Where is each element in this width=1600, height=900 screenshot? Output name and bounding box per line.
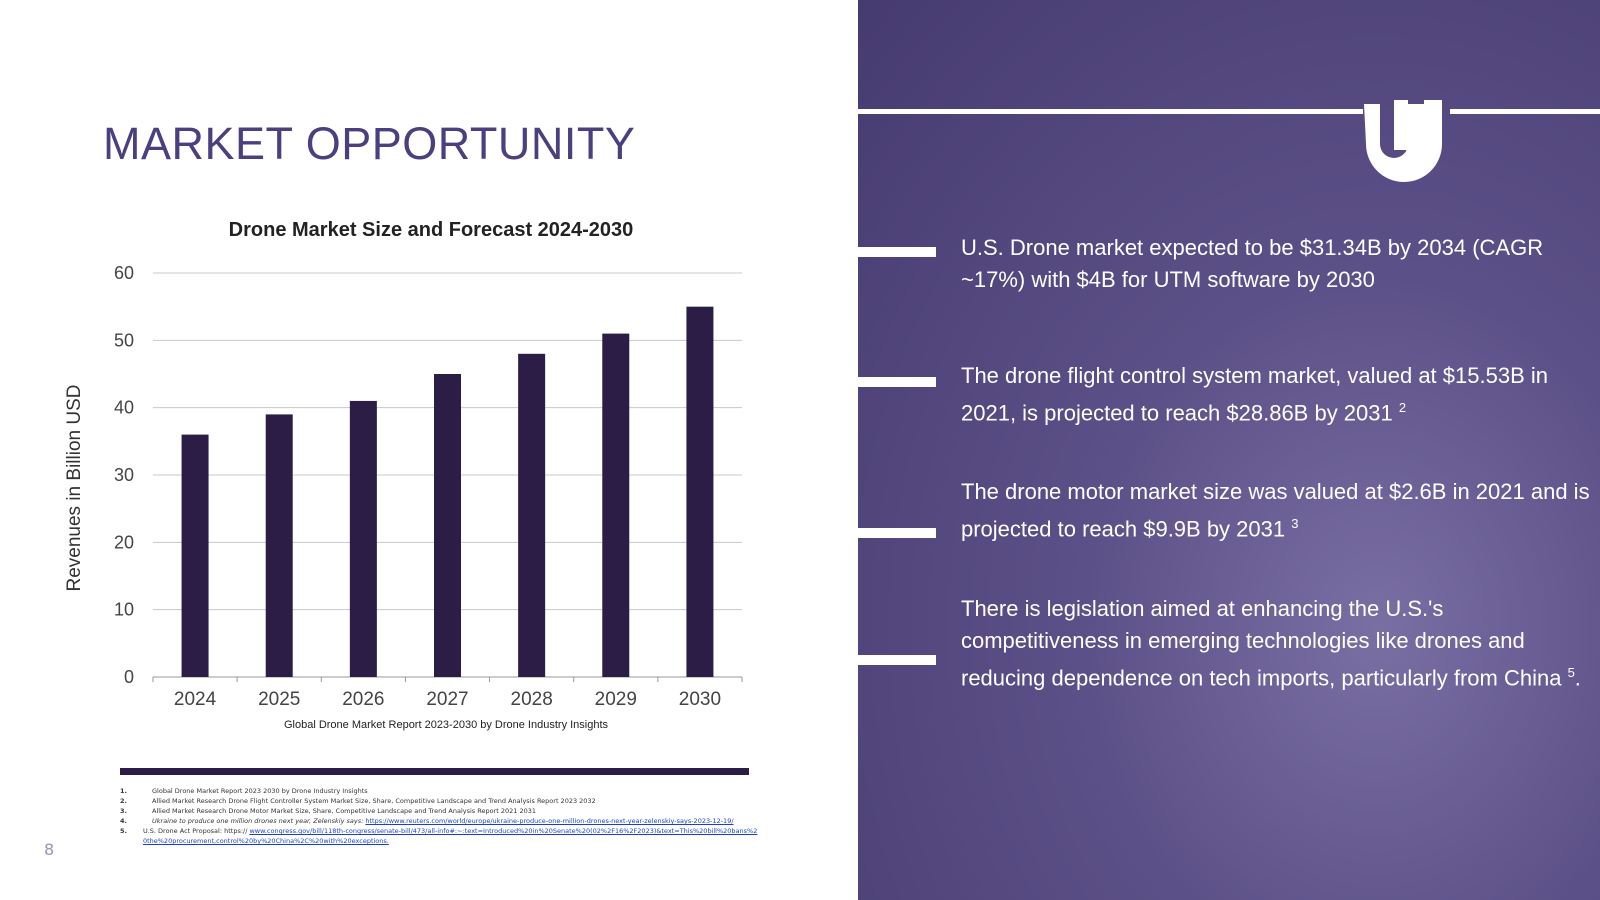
x-tick-label: 2025	[258, 689, 300, 710]
bar	[349, 400, 377, 677]
footnote-link[interactable]: https://www.reuters.com/world/europe/ukr…	[365, 817, 734, 825]
bar	[518, 353, 546, 677]
bullet-tail: .	[1574, 665, 1581, 691]
bar	[602, 333, 630, 677]
footnote-body: U.S. Drone Act Proposal: https://	[142, 827, 248, 835]
footnote-text: Allied Market Research Drone Motor Marke…	[152, 806, 536, 816]
bullet-marker	[858, 377, 936, 387]
footnotes: 1. Global Drone Market Report 2023 2030 b…	[120, 786, 760, 846]
image-panel	[858, 0, 1600, 900]
footnote-number: 1.	[120, 787, 127, 795]
footnote: 5. U.S. Drone Act Proposal: https:// www.…	[120, 826, 760, 846]
x-tick-label: 2029	[595, 689, 637, 710]
header-graphic	[858, 100, 1600, 182]
footnote: 3. Allied Market Research Drone Motor Mar…	[120, 806, 760, 816]
footnote-ref: 2	[1398, 400, 1407, 415]
footnote-ref: 3	[1291, 516, 1299, 531]
chart: Drone Market Size and Forecast 2024-2030…	[64, 219, 743, 731]
y-tick-label: 40	[114, 398, 134, 418]
y-tick-label: 20	[114, 532, 134, 552]
page-number: 8	[44, 840, 55, 859]
bullet-text: The drone motor market size was valued a…	[961, 479, 1590, 542]
footnote-body: Allied Market Research Drone Motor Marke…	[152, 807, 537, 815]
footnote-text: Global Drone Market Report 2023 2030 by …	[152, 786, 368, 796]
footnote-link[interactable]: www.congress.gov/bill/118th-congress/sen…	[142, 827, 758, 845]
y-axis-label: Revenues in Billion USD	[64, 385, 85, 592]
footnote-body: Global Drone Market Report 2023 2030 by …	[152, 787, 368, 795]
bullet-text: The drone flight control system market, …	[961, 363, 1548, 426]
footnote-number: 4.	[120, 817, 127, 825]
bullet-marker	[858, 655, 936, 665]
bullet: The drone motor market size was valued a…	[961, 476, 1591, 545]
bullet: U.S. Drone market expected to be $31.34B…	[961, 232, 1591, 296]
x-tick-label: 2026	[342, 689, 384, 710]
x-tick-label: 2030	[679, 689, 721, 710]
bullet: The drone flight control system market, …	[961, 360, 1591, 429]
footnote-text: Allied Market Research Drone Flight Cont…	[152, 796, 596, 806]
x-tick-label: 2028	[511, 689, 553, 710]
y-tick-label: 0	[124, 667, 134, 687]
y-tick-label: 10	[114, 600, 134, 620]
bullet: There is legislation aimed at enhancing …	[961, 593, 1591, 694]
footnote-ref: 5	[1567, 665, 1575, 680]
bar	[686, 306, 714, 677]
footnote: 1. Global Drone Market Report 2023 2030 b…	[120, 786, 760, 796]
y-tick-label: 30	[114, 465, 134, 485]
footnote-text: U.S. Drone Act Proposal: https:// www.co…	[143, 826, 760, 846]
footnote-number: 5.	[120, 827, 127, 835]
y-tick-label: 60	[114, 263, 134, 283]
chart-title: Drone Market Size and Forecast 2024-2030	[229, 219, 634, 241]
bar	[265, 414, 293, 677]
bar	[434, 374, 461, 677]
bullet-text: U.S. Drone market expected to be $31.34B…	[961, 235, 1544, 292]
x-tick-label: 2024	[174, 689, 217, 710]
footnote-number: 3.	[120, 807, 127, 815]
footnote-text: Ukraine to produce one million drones ne…	[152, 816, 734, 826]
footnote-number: 2.	[120, 797, 127, 805]
y-tick-label: 50	[114, 330, 134, 350]
bullet-text: There is legislation aimed at enhancing …	[961, 596, 1562, 691]
footnote-body: Ukraine to produce one million drones ne…	[152, 817, 364, 825]
footnote-body: Allied Market Research Drone Flight Cont…	[152, 797, 596, 805]
bullet-marker	[858, 528, 936, 538]
footnote: 2. Allied Market Research Drone Flight Co…	[120, 796, 760, 806]
bar	[181, 434, 209, 677]
divider	[120, 768, 749, 775]
slide-title: MARKET OPPORTUNITY	[103, 118, 636, 169]
x-tick-label: 2027	[426, 689, 468, 710]
chart-source: Global Drone Market Report 2023-2030 by …	[284, 719, 609, 731]
bullet-marker	[858, 247, 936, 257]
footnote: 4. Ukraine to produce one million drones …	[120, 816, 760, 826]
